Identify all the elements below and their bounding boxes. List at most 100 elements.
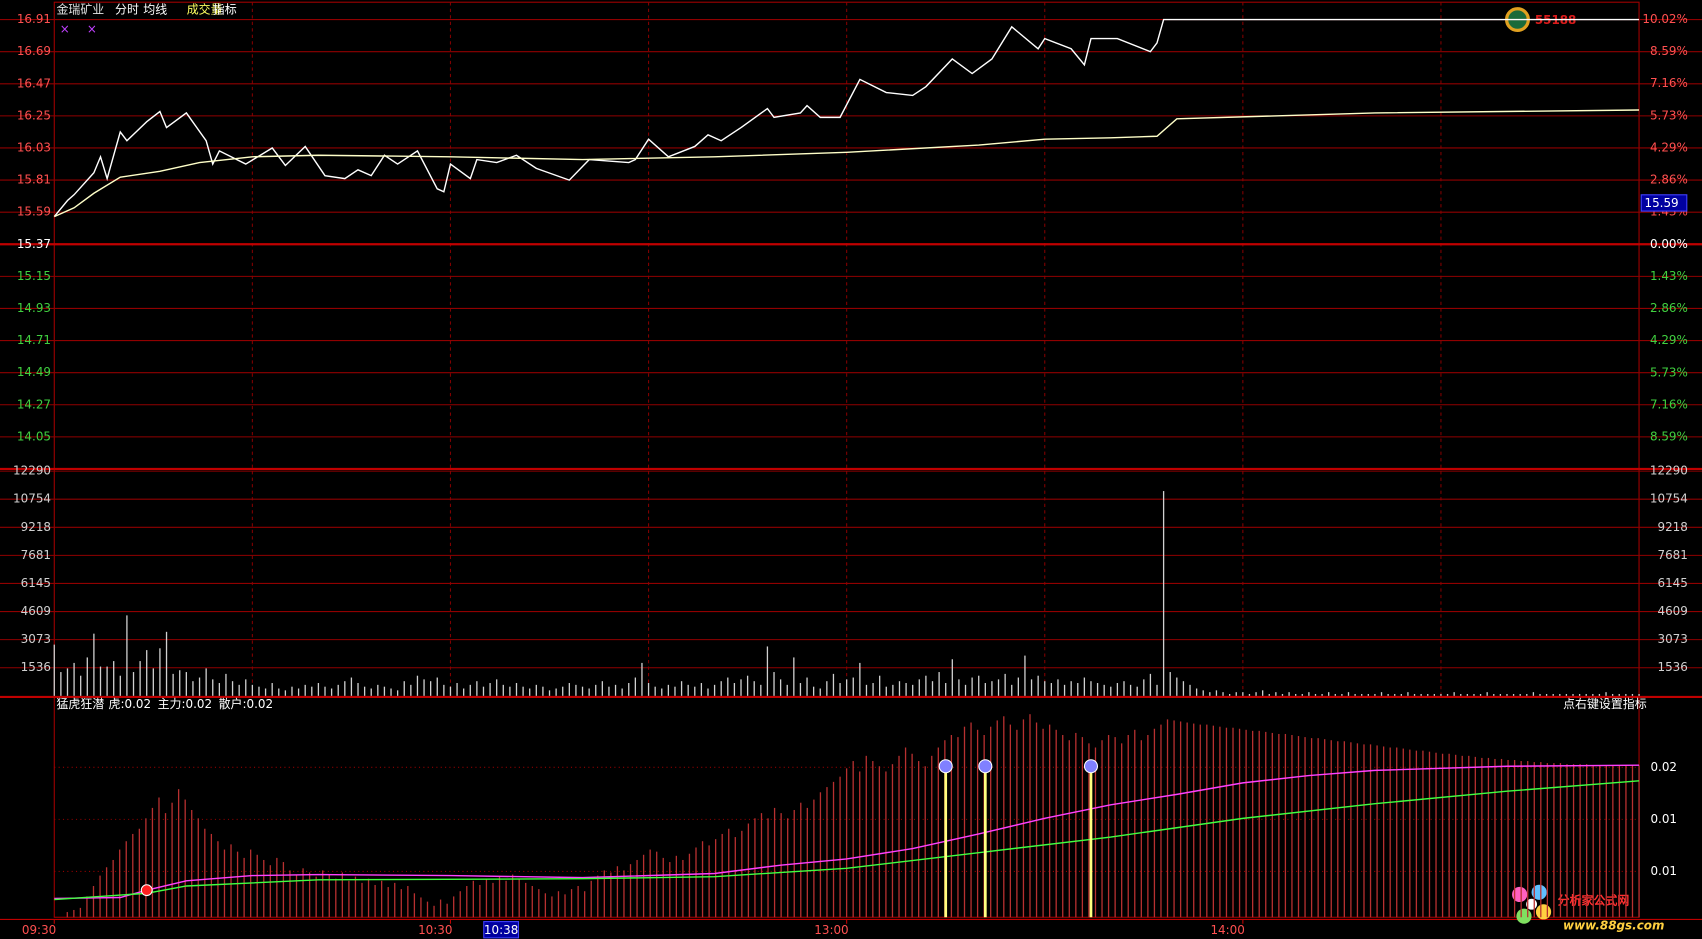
indicator-bar xyxy=(1068,740,1070,918)
tab-indicator[interactable]: 指标 xyxy=(213,1,237,16)
indicator-bar xyxy=(773,807,776,918)
volume-bar xyxy=(482,686,485,696)
indicator-bar xyxy=(276,857,278,918)
cursor-price-label: 15.59 xyxy=(1644,196,1678,210)
tab-average[interactable]: 均线 xyxy=(143,2,167,16)
indicator-bar xyxy=(433,905,435,918)
volume-bar xyxy=(469,684,471,696)
indicator-bar xyxy=(1304,737,1306,918)
indicator-bar xyxy=(1179,721,1182,918)
indicator-bar xyxy=(695,847,697,918)
indicator-bar xyxy=(1487,757,1490,918)
indicator-bar xyxy=(1114,737,1116,918)
indicator-bar xyxy=(191,809,193,918)
volume-bar xyxy=(694,686,696,696)
volume-bar xyxy=(1030,679,1033,696)
y-tick-label: 9218 xyxy=(21,520,51,534)
volume-bar xyxy=(852,677,854,696)
indicator-bar xyxy=(1553,763,1555,918)
indicator-bar xyxy=(1533,762,1535,918)
indicator-bar xyxy=(747,823,750,918)
y-tick-label: 16.69 xyxy=(17,44,51,58)
indicator-bar xyxy=(1428,751,1431,918)
indicator-bar xyxy=(328,874,330,918)
indicator-bar xyxy=(557,891,560,918)
indicator-bar xyxy=(904,747,907,918)
volume-bar xyxy=(86,657,88,696)
indicator-bar xyxy=(197,818,199,918)
indicator-bar xyxy=(1022,719,1025,918)
volume-bar xyxy=(905,683,907,696)
cursor-time-label: 10:38 xyxy=(484,923,518,937)
indicator-bar xyxy=(164,813,167,918)
volume-bar xyxy=(760,684,762,696)
indicator-bar xyxy=(263,859,265,918)
indicator-bar xyxy=(1507,760,1509,918)
indicator-bar xyxy=(1356,743,1359,918)
indicator-bar xyxy=(1324,739,1326,918)
indicator-bar xyxy=(688,853,691,918)
volume-bar xyxy=(132,672,135,696)
indicator-bar xyxy=(1317,738,1319,918)
indicator-bar xyxy=(1186,722,1188,918)
volume-bar xyxy=(812,686,815,696)
y-tick-label-right: 7681 xyxy=(1657,548,1687,562)
volume-bar xyxy=(1354,693,1356,696)
indicator-bar xyxy=(1513,760,1516,918)
y-tick-label: 7681 xyxy=(21,548,51,562)
y-tick-label: 15.37 xyxy=(17,237,51,251)
y-tick-label-right: 10754 xyxy=(1650,492,1688,506)
volume-bar xyxy=(436,677,438,696)
y2-tick-label: 1.43% xyxy=(1650,269,1688,283)
volume-bar xyxy=(786,684,788,696)
volume-bar xyxy=(1063,684,1066,696)
tab-intraday[interactable]: 分时 xyxy=(115,2,139,16)
indicator-bar xyxy=(387,887,389,918)
volume-bar xyxy=(674,686,676,696)
y-tick-label-right: 3073 xyxy=(1657,632,1687,646)
signal-icon xyxy=(978,759,993,774)
indicator-bar xyxy=(367,878,370,918)
indicator-bar xyxy=(950,735,953,918)
indicator-legend: 主力:0.02 xyxy=(158,697,212,711)
indicator-bar xyxy=(819,792,822,918)
indicator-bar xyxy=(1599,765,1601,918)
volume-bar xyxy=(766,646,769,696)
y-tick-label: 14.93 xyxy=(17,301,51,315)
indicator-bar xyxy=(125,841,127,918)
indicator-bar xyxy=(119,849,121,918)
indicator-bar xyxy=(269,865,271,918)
y-tick-label: 16.47 xyxy=(17,76,51,90)
volume-bar xyxy=(614,684,617,696)
indicator-bar xyxy=(603,870,605,918)
indicator-bar xyxy=(1101,740,1103,918)
volume-bar xyxy=(1228,693,1231,696)
volume-bar xyxy=(496,679,498,696)
volume-bar xyxy=(1565,693,1568,696)
indicator-bar xyxy=(714,839,717,918)
indicator-bar xyxy=(1055,729,1057,918)
volume-bar xyxy=(363,686,366,696)
y2-tick-label: 7.16% xyxy=(1650,397,1688,411)
volume-bar xyxy=(1321,693,1323,696)
volume-bar xyxy=(621,688,623,696)
y2-tick-label: 4.29% xyxy=(1650,333,1688,347)
volume-bar xyxy=(1136,686,1138,696)
indicator-bar xyxy=(872,761,874,918)
volume-bar xyxy=(1499,693,1502,696)
volume-bar xyxy=(264,688,267,696)
indicator-bar xyxy=(1350,742,1352,918)
indicator-bar xyxy=(439,899,442,918)
indicator-bar xyxy=(308,872,311,918)
volume-bar xyxy=(1361,693,1363,696)
watermark-url: www.88gs.com xyxy=(1563,918,1664,932)
tab-volume[interactable]: 成交量 xyxy=(187,1,223,16)
indicator-bar xyxy=(682,859,684,918)
volume-bar xyxy=(1176,677,1178,696)
indicator-bar xyxy=(1631,765,1634,918)
volume-bar xyxy=(1493,693,1495,696)
indicator-bar xyxy=(223,849,226,918)
volume-bar xyxy=(535,684,537,696)
volume-bar xyxy=(826,681,828,696)
volume-bar xyxy=(93,633,95,696)
